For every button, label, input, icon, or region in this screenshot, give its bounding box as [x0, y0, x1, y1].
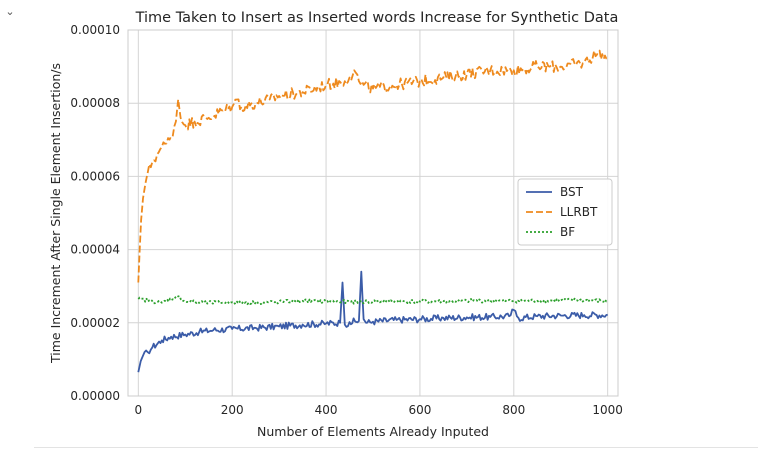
- y-tick-label: 0.00000: [70, 389, 120, 403]
- y-tick-label: 0.00004: [70, 243, 120, 257]
- plot-area: 0 200 400 600 800 1000 0.00000 0.00002 0.00004 0.…: [70, 23, 623, 417]
- legend-box: [517, 178, 613, 246]
- y-tick-label: 0.00008: [70, 96, 120, 110]
- y-tick-label: 0.00002: [70, 316, 120, 330]
- x-tick-label: 1000: [592, 403, 623, 417]
- x-tick-label: 0: [135, 403, 143, 417]
- y-tick-label: 0.00006: [70, 169, 120, 183]
- plot-frame: [127, 29, 619, 397]
- cell-divider: [34, 447, 758, 448]
- y-axis-label: Time Increment After Single Element Inse…: [48, 63, 63, 364]
- legend-label-bst: BST: [560, 185, 584, 199]
- y-tick-label: 0.00010: [70, 23, 120, 37]
- chart-title: Time Taken to Insert as Inserted words I…: [135, 10, 619, 26]
- x-axis-label: Number of Elements Already Inputed: [257, 424, 489, 439]
- x-tick-label: 200: [221, 403, 244, 417]
- series-line-bst: [137, 270, 608, 373]
- legend-label-bf: BF: [560, 225, 575, 239]
- chevron-down-icon[interactable]: ⌄: [5, 5, 15, 18]
- legend-label-llrbt: LLRBT: [560, 205, 598, 219]
- x-tick-label: 800: [502, 403, 525, 417]
- x-tick-label: 600: [408, 403, 431, 417]
- x-tick-label: 400: [315, 403, 338, 417]
- series-line-llrbt: [137, 49, 609, 283]
